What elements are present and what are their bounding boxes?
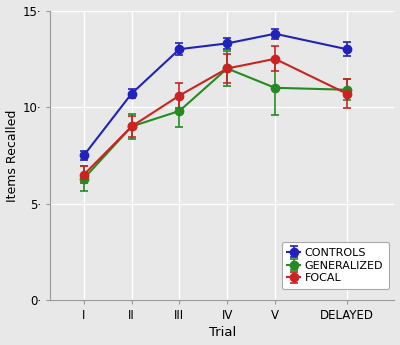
X-axis label: Trial: Trial	[209, 326, 236, 339]
Legend: CONTROLS, GENERALIZED, FOCAL: CONTROLS, GENERALIZED, FOCAL	[282, 242, 389, 289]
Y-axis label: Items Recalled: Items Recalled	[6, 109, 18, 201]
